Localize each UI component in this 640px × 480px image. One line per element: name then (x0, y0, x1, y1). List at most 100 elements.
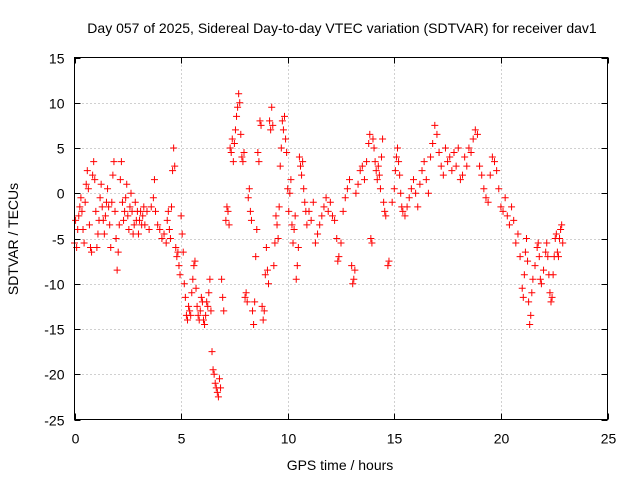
data-point (113, 266, 121, 274)
data-point (286, 189, 294, 197)
data-point (91, 176, 99, 184)
data-point (373, 176, 381, 184)
data-point (484, 198, 492, 206)
data-point (162, 239, 170, 247)
data-point (265, 280, 273, 288)
y-axis-label: SDTVAR / TECUs (5, 183, 21, 295)
data-point (520, 271, 528, 279)
data-point (84, 185, 92, 193)
x-tick-labels: 0 5 10 15 20 25 (72, 431, 617, 447)
data-point (152, 207, 160, 215)
data-point (229, 158, 237, 166)
data-point (226, 144, 234, 152)
data-point (136, 216, 144, 224)
data-point (228, 135, 236, 143)
data-point (501, 194, 509, 202)
data-point (422, 176, 430, 184)
x-tick-label: 0 (72, 431, 80, 447)
data-point (145, 225, 153, 233)
data-point (346, 176, 354, 184)
data-point (488, 153, 496, 161)
data-point (130, 221, 138, 229)
data-point (476, 162, 484, 170)
data-point (300, 185, 308, 193)
data-point (243, 298, 251, 306)
data-point (352, 189, 360, 197)
data-point (374, 162, 382, 170)
data-point (407, 185, 415, 193)
data-point (118, 198, 126, 206)
y-tick-label: 5 (57, 141, 65, 157)
data-point (204, 302, 212, 310)
data-point (269, 121, 277, 129)
data-point (88, 248, 96, 256)
data-point (291, 212, 299, 220)
data-point (168, 203, 176, 211)
data-point (360, 176, 368, 184)
data-point (369, 135, 377, 143)
data-point (409, 176, 417, 184)
data-point (289, 239, 297, 247)
data-point (381, 207, 389, 215)
y-tick-label: -5 (52, 232, 65, 248)
data-point (164, 207, 172, 215)
data-point (201, 320, 209, 328)
data-point (131, 198, 139, 206)
data-point (542, 248, 550, 256)
plot-frame (74, 57, 608, 420)
data-point (186, 307, 194, 315)
y-tick-label: 10 (49, 96, 65, 112)
data-point (303, 221, 311, 229)
data-point (375, 171, 383, 179)
data-point (399, 207, 407, 215)
data-point (348, 262, 356, 270)
data-point (85, 221, 93, 229)
data-point (123, 180, 131, 188)
data-point (108, 198, 116, 206)
data-point (318, 212, 326, 220)
data-point (556, 235, 564, 242)
data-point (251, 298, 259, 306)
data-point (105, 203, 113, 211)
data-point (250, 320, 258, 328)
data-point (454, 144, 462, 152)
data-point (149, 194, 157, 202)
data-point (261, 271, 269, 279)
data-point (437, 162, 445, 170)
data-point (493, 167, 501, 175)
data-point (256, 117, 264, 125)
data-point (99, 216, 107, 224)
data-point (183, 316, 191, 324)
data-point (497, 203, 505, 211)
data-point (537, 280, 545, 288)
data-point (171, 162, 179, 170)
data-point (444, 158, 452, 166)
data-point (452, 162, 460, 170)
data-point (384, 262, 392, 270)
data-point (281, 112, 289, 120)
data-point (77, 194, 85, 202)
data-point (100, 230, 108, 238)
data-point (235, 90, 243, 98)
data-point (339, 207, 347, 215)
data-point (111, 207, 119, 215)
data-point (294, 244, 302, 252)
data-point (205, 289, 213, 297)
data-point (101, 212, 109, 220)
data-point (120, 216, 128, 224)
data-point (448, 167, 456, 175)
data-point (233, 112, 241, 120)
data-point (270, 262, 278, 270)
data-point (206, 275, 214, 283)
data-point (189, 275, 197, 283)
data-point (296, 162, 304, 170)
data-point (160, 230, 168, 238)
data-point (267, 126, 275, 134)
data-point (367, 235, 375, 242)
data-point (214, 393, 222, 401)
data-point (510, 216, 518, 224)
data-point (211, 379, 219, 387)
data-point (219, 293, 227, 301)
data-point (514, 230, 522, 238)
